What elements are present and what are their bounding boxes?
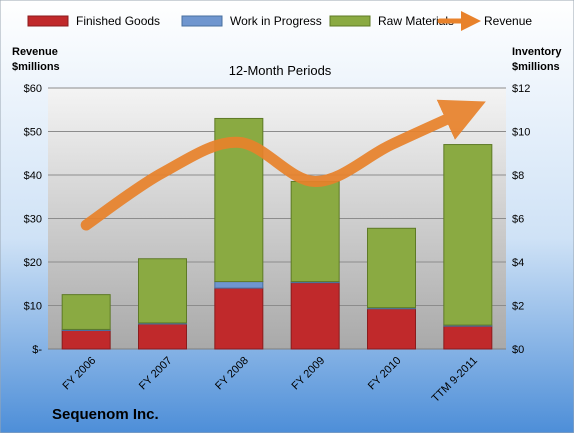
revenue-line-group	[80, 99, 486, 231]
right-axis-ticks: $0 $2 $4 $6 $8 $10 $12	[512, 83, 530, 356]
bar-work-in-progress-fy-2008	[214, 281, 264, 289]
legend-item-revenue: Revenue	[437, 11, 532, 31]
left-axis-title-line1: Revenue	[12, 46, 58, 58]
legend-item-work-in-progress: Work in Progress	[181, 14, 322, 28]
legend: Finished Goods Work in Progress Raw Mate…	[27, 11, 532, 31]
chart-subtitle: 12-Month Periods	[229, 63, 332, 78]
right-tick-0: $0	[512, 344, 524, 356]
revenue-line	[80, 99, 486, 231]
left-tick-2: $20	[24, 257, 42, 269]
right-tick-2: $4	[512, 257, 524, 269]
left-axis-title-line2: $millions	[12, 61, 60, 73]
legend-item-raw-materials: Raw Materials	[329, 14, 454, 28]
legend-label-finished-goods: Finished Goods	[76, 14, 160, 28]
left-tick-3: $30	[24, 214, 42, 226]
bar-raw-materials-fy-2009	[290, 181, 340, 283]
left-tick-0: $-	[32, 344, 42, 356]
legend-swatch-work-in-progress	[181, 15, 223, 27]
bar-raw-materials-fy-2006	[61, 294, 111, 330]
right-tick-5: $10	[512, 127, 530, 139]
legend-swatch-raw-materials	[329, 15, 371, 27]
bar-finished-goods-fy-2010	[367, 308, 416, 350]
company-name: Sequenom Inc.	[52, 406, 159, 423]
legend-label-revenue: Revenue	[484, 14, 532, 28]
left-tick-6: $60	[24, 83, 42, 95]
bar-finished-goods-fy-2009	[290, 282, 340, 350]
legend-label-raw-materials: Raw Materials	[378, 14, 454, 28]
left-tick-4: $40	[24, 170, 42, 182]
legend-label-work-in-progress: Work in Progress	[230, 14, 322, 28]
bar-raw-materials-ttm-9-2011	[443, 144, 493, 326]
bar-finished-goods-ttm-9-2011	[443, 325, 493, 350]
bar-finished-goods-fy-2008	[214, 287, 264, 350]
left-tick-1: $10	[24, 301, 42, 313]
right-axis-title-line1: Inventory	[512, 46, 562, 58]
stacked-bars	[61, 117, 493, 350]
right-axis-title-line2: $millions	[512, 61, 560, 73]
right-tick-4: $8	[512, 170, 524, 182]
right-tick-1: $2	[512, 301, 524, 313]
bar-raw-materials-fy-2007	[138, 258, 187, 324]
right-tick-3: $6	[512, 214, 524, 226]
bar-finished-goods-fy-2006	[61, 330, 111, 350]
legend-item-finished-goods: Finished Goods	[27, 14, 160, 28]
bar-raw-materials-fy-2010	[367, 227, 416, 309]
right-tick-6: $12	[512, 83, 530, 95]
left-tick-5: $50	[24, 127, 42, 139]
legend-swatch-finished-goods	[27, 15, 69, 27]
left-axis-ticks: $- $10 $20 $30 $40 $50 $60	[24, 83, 43, 356]
bar-finished-goods-fy-2007	[138, 323, 187, 350]
